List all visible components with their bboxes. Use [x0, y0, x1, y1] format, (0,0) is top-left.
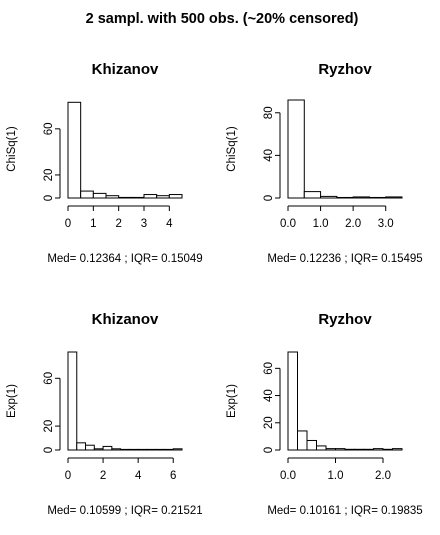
histogram-bar [168, 194, 183, 199]
histogram-bar [130, 196, 145, 199]
histogram-bar [303, 191, 322, 199]
y-tick-label: 0 [263, 195, 275, 201]
y-axis-title: ChiSq(1) [6, 126, 18, 172]
histogram-bar [325, 448, 336, 451]
histogram-bar [320, 195, 338, 199]
histogram-bar [92, 192, 107, 199]
x-tick-label: 3 [141, 218, 147, 230]
x-tick-label: 4 [135, 470, 142, 482]
histogram-bar [76, 442, 87, 451]
histogram-panel: Ryzhov 0.0 1.0 2.0 3.0 0 40 80 ChiSq(1) Med= 0.12… [226, 61, 423, 265]
y-axis-title: Exp(1) [226, 384, 238, 418]
histogram-bar [352, 196, 370, 199]
histogram-bar [93, 448, 104, 451]
x-tick-label: 0 [65, 218, 71, 230]
histogram-bar [392, 448, 403, 451]
histogram-bar [137, 448, 148, 451]
histogram-bar [382, 448, 393, 451]
histogram-bar [85, 444, 95, 451]
y-tick-label: 20 [43, 420, 55, 433]
histogram-bar [368, 196, 387, 199]
x-tick-label: 2 [100, 470, 106, 482]
x-tick-label: 1.0 [328, 470, 344, 482]
histogram-panel: Khizanov 0 1 2 3 4 0 20 60 ChiSq(1) Med= 0.12364 ;… [6, 61, 203, 265]
histogram-bar [111, 448, 122, 451]
histogram-bar [143, 194, 158, 199]
histogram-bar [128, 448, 139, 451]
histogram-bar [118, 196, 132, 199]
histogram-bar [156, 195, 170, 199]
y-tick-label: 60 [43, 122, 55, 135]
histogram-bar [163, 448, 174, 451]
histogram-bar [336, 196, 354, 199]
x-tick-label: 1 [90, 218, 96, 230]
histogram-bar [354, 448, 365, 451]
histogram-bar [335, 448, 346, 451]
y-axis-title: ChiSq(1) [226, 126, 238, 172]
histogram-bar [316, 445, 327, 451]
histogram-bar [120, 448, 130, 451]
y-tick-label: 40 [263, 149, 275, 162]
y-tick-label: 40 [263, 389, 275, 402]
x-tick-label: 0.0 [280, 218, 296, 230]
histogram-bar [306, 439, 317, 451]
panel-title: Ryzhov [318, 61, 372, 78]
summary-label: Med= 0.10599 ; IQR= 0.21521 [47, 505, 202, 517]
histogram-panel: Ryzhov 0.0 1.0 2.0 0 20 40 60 Exp(1) Med= 0.10161… [226, 311, 423, 517]
histogram-bar [297, 430, 308, 451]
histogram-bar [287, 99, 305, 199]
histogram-bar [67, 101, 82, 199]
x-tick-label: 6 [170, 470, 176, 482]
x-tick-label: 2.0 [345, 218, 361, 230]
x-tick-label: 2 [115, 218, 121, 230]
histogram-bar [80, 190, 94, 199]
y-tick-label: 60 [43, 372, 55, 385]
x-tick-label: 0.0 [280, 470, 296, 482]
histogram-bar [385, 196, 403, 199]
histogram-bar [155, 448, 165, 451]
figure-title: 2 sampl. with 500 obs. (~20% censored) [86, 11, 359, 27]
histogram-bar [363, 448, 374, 451]
panel-title: Khizanov [92, 61, 159, 78]
y-tick-label: 20 [263, 416, 275, 429]
histogram-bar [287, 351, 298, 451]
x-tick-label: 3.0 [378, 218, 394, 230]
histogram-bar [146, 448, 157, 451]
x-tick-label: 2.0 [375, 470, 391, 482]
panel-title: Khizanov [92, 311, 159, 328]
x-tick-label: 4 [166, 218, 173, 230]
histogram-bar [67, 351, 78, 451]
y-axis-title: Exp(1) [6, 384, 18, 418]
histogram-bar [105, 195, 120, 199]
y-tick-label: 0 [263, 447, 275, 453]
y-tick-label: 60 [263, 362, 275, 375]
summary-label: Med= 0.10161 ; IQR= 0.19835 [267, 505, 422, 517]
x-tick-label: 1.0 [313, 218, 329, 230]
y-tick-label: 0 [43, 195, 55, 201]
y-tick-label: 20 [43, 169, 55, 182]
summary-label: Med= 0.12236 ; IQR= 0.15495 [267, 253, 422, 265]
x-tick-label: 0 [65, 470, 71, 482]
histogram-bar [344, 448, 355, 451]
y-tick-label: 80 [263, 106, 275, 119]
panel-title: Ryzhov [318, 311, 372, 328]
histogram-bar [102, 445, 113, 451]
y-tick-label: 0 [43, 447, 55, 453]
histogram-bar [373, 448, 384, 451]
histogram-bar [172, 448, 183, 451]
summary-label: Med= 0.12364 ; IQR= 0.15049 [47, 253, 202, 265]
